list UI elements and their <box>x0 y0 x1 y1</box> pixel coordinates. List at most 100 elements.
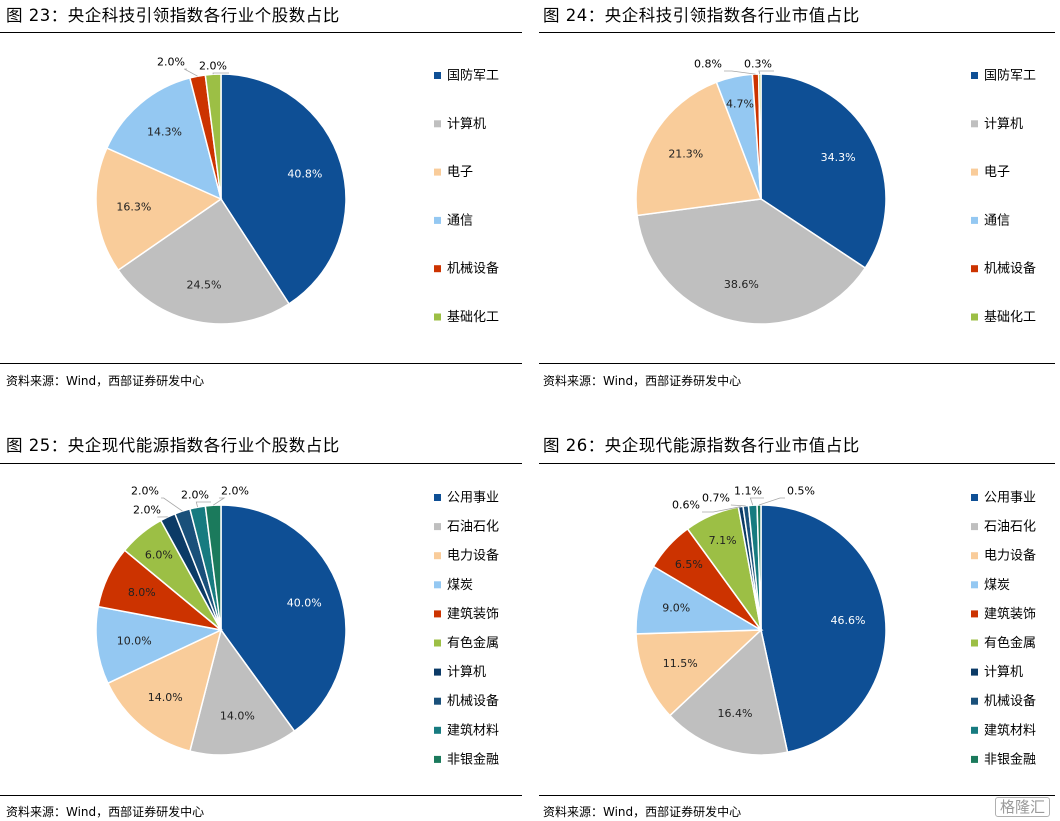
legend-swatch-2 <box>971 120 978 128</box>
slice-label-1: 40.0% <box>287 597 322 610</box>
legend-label-2: 石油石化 <box>984 520 1036 535</box>
pie-chart-fig25: 40.0% 公用事业 14.0% 石油石化 14.0% 电力设备 10.0% 煤炭 8.0% 建筑… <box>95 485 499 767</box>
legend-label-4: 煤炭 <box>984 578 1010 593</box>
pie-slice-3 <box>95 147 223 272</box>
slice-label-3: 21.3% <box>668 148 703 161</box>
slice-label-7: 2.0% <box>133 504 161 517</box>
legend-label-5: 机械设备 <box>984 261 1036 277</box>
source-rule <box>0 795 522 796</box>
pie-slice-3 <box>635 629 763 717</box>
chart-title-fig26: 图 26：央企现代能源指数各行业市值占比 <box>543 436 860 455</box>
legend-swatch-6 <box>971 639 978 647</box>
chart-panel-fig26: 图 26：央企现代能源指数各行业市值占比 46.6% 公用事业 16.4% 石油石化 1… <box>539 434 1060 819</box>
leader-line-9 <box>749 497 764 506</box>
source-rule <box>539 363 1055 364</box>
legend-swatch-3 <box>971 552 978 560</box>
leader-line-7 <box>702 506 741 513</box>
title-rule <box>539 463 1055 464</box>
legend-label-10: 非银金融 <box>447 751 499 767</box>
legend-label-9: 建筑材料 <box>984 722 1036 738</box>
source-note: 资料来源：Wind，西部证券研发中心 <box>543 374 742 388</box>
slice-label-5: 8.0% <box>128 586 156 599</box>
slice-label-10: 2.0% <box>221 485 249 498</box>
legend-swatch-2 <box>434 523 441 531</box>
pie-slice-4 <box>95 605 224 685</box>
pie-slice-2 <box>117 197 291 325</box>
source-note: 资料来源：Wind，西部证券研发中心 <box>6 805 205 819</box>
slice-label-5: 6.5% <box>675 558 703 571</box>
watermark-logo: 格隆汇 <box>994 797 1050 817</box>
legend-label-9: 建筑材料 <box>447 722 499 738</box>
legend-label-7: 计算机 <box>447 665 486 680</box>
legend-swatch-9 <box>434 726 441 734</box>
slice-label-8: 2.0% <box>131 485 159 498</box>
slice-label-6: 6.0% <box>145 548 173 561</box>
slice-label-6: 7.1% <box>709 534 737 547</box>
slice-label-4: 4.7% <box>726 97 754 110</box>
chart-title-fig23: 图 23：央企科技引领指数各行业个股数占比 <box>6 6 340 25</box>
legend-swatch-4 <box>434 216 441 224</box>
legend-swatch-2 <box>971 523 978 531</box>
legend-swatch-9 <box>971 726 978 734</box>
pie-chart-fig24: 34.3% 国防军工 38.6% 计算机 21.3% 电子 4.7% 通信 0.8% 机械设备 0.… <box>635 58 1036 325</box>
pie-slice-6 <box>757 73 762 200</box>
slice-label-2: 38.6% <box>724 278 759 291</box>
leader-line-5 <box>184 68 198 77</box>
legend-label-6: 基础化工 <box>447 310 499 325</box>
legend-swatch-6 <box>434 313 441 321</box>
pie-chart-fig23: 40.8% 国防军工 24.5% 计算机 16.3% 电子 14.3% 通信 2.0% 机械设备 2… <box>95 56 499 325</box>
legend-swatch-3 <box>434 552 441 560</box>
leader-line-8 <box>161 497 183 512</box>
pie-slice-3 <box>106 628 223 752</box>
slice-label-4: 14.3% <box>147 126 182 139</box>
slice-label-6: 2.0% <box>199 60 227 73</box>
slice-label-4: 9.0% <box>662 602 690 615</box>
legend-swatch-1 <box>434 494 441 501</box>
pie-slice-6 <box>204 73 222 200</box>
legend-label-1: 公用事业 <box>447 491 499 506</box>
pie-slice-1 <box>220 504 347 733</box>
legend-swatch-5 <box>434 610 441 618</box>
slice-label-5: 0.8% <box>694 58 722 71</box>
legend-label-10: 非银金融 <box>984 751 1036 767</box>
legend-swatch-7 <box>971 668 978 676</box>
pie-slice-2 <box>188 628 296 756</box>
legend-swatch-8 <box>434 697 441 705</box>
slice-label-7: 0.6% <box>672 499 700 512</box>
slice-label-2: 24.5% <box>187 278 222 291</box>
legend-label-5: 建筑装饰 <box>447 606 499 622</box>
legend-swatch-5 <box>971 610 978 618</box>
pie-slice-1 <box>760 504 887 754</box>
legend-label-7: 计算机 <box>984 665 1023 680</box>
title-rule <box>539 32 1055 33</box>
legend-swatch-6 <box>434 639 441 647</box>
legend-label-6: 有色金属 <box>984 635 1036 651</box>
legend-swatch-1 <box>434 72 441 79</box>
legend-swatch-4 <box>434 581 441 589</box>
legend-label-4: 通信 <box>447 213 473 228</box>
pie-chart-fig26: 46.6% 公用事业 16.4% 石油石化 11.5% 电力设备 9.0% 煤炭 6.5% 建筑装… <box>635 485 1036 767</box>
legend-label-3: 电力设备 <box>447 548 499 564</box>
source-note: 资料来源：Wind，西部证券研发中心 <box>543 805 742 819</box>
legend-swatch-5 <box>971 265 978 273</box>
legend-label-2: 计算机 <box>447 117 486 132</box>
pie-slice-3 <box>635 81 763 217</box>
title-rule <box>0 463 522 464</box>
legend-swatch-6 <box>971 313 978 321</box>
slice-label-2: 14.0% <box>220 710 255 723</box>
legend-label-2: 计算机 <box>984 117 1023 132</box>
source-note: 资料来源：Wind，西部证券研发中心 <box>6 374 205 388</box>
slice-label-9: 1.1% <box>734 485 762 498</box>
slice-label-2: 16.4% <box>718 707 753 720</box>
slice-label-9: 2.0% <box>181 489 209 502</box>
legend-swatch-3 <box>971 168 978 176</box>
source-rule <box>0 363 522 364</box>
leader-line-9 <box>195 501 211 508</box>
source-rule <box>539 795 1055 796</box>
legend-swatch-8 <box>971 697 978 705</box>
slice-label-1: 34.3% <box>821 151 856 164</box>
chart-panel-fig25: 图 25：央企现代能源指数各行业个股数占比 40.0% 公用事业 14.0% 石油石化… <box>0 434 526 819</box>
leader-line-5 <box>724 70 756 75</box>
slice-label-5: 2.0% <box>157 56 185 69</box>
legend-label-5: 机械设备 <box>447 261 499 277</box>
